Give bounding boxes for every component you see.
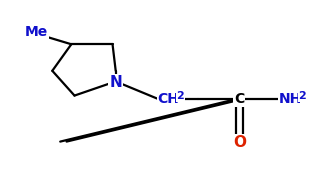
- Text: O: O: [233, 135, 246, 150]
- Text: NH: NH: [279, 92, 302, 106]
- Text: CH: CH: [158, 92, 179, 106]
- Text: 2: 2: [177, 92, 184, 101]
- Text: C: C: [234, 92, 244, 106]
- Text: Me: Me: [25, 24, 48, 39]
- Text: 2: 2: [298, 92, 306, 101]
- Text: N: N: [109, 75, 122, 90]
